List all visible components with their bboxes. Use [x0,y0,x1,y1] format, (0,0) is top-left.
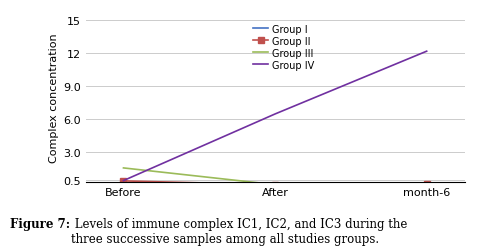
Group II [423,183,428,186]
Group I [423,184,428,186]
Group I [120,183,126,186]
Group I [271,184,277,186]
Line: Group IV: Group IV [123,52,426,181]
Group III [271,184,277,186]
Legend: Group I, Group II, Group III, Group IV: Group I, Group II, Group III, Group IV [249,21,318,74]
Line: Group II: Group II [121,178,428,188]
Line: Group III: Group III [123,168,426,185]
Group II [271,184,277,186]
Text: Levels of immune complex IC1, IC2, and IC3 during the
three successive samples a: Levels of immune complex IC1, IC2, and I… [71,218,407,246]
Group IV [423,50,428,53]
Group IV [271,113,277,116]
Group III [423,184,428,186]
Group IV [120,179,126,182]
Group II [120,180,126,183]
Group III [120,167,126,170]
Text: Figure 7:: Figure 7: [10,218,70,230]
Y-axis label: Complex concentration: Complex concentration [49,33,59,162]
Line: Group I: Group I [123,184,426,185]
